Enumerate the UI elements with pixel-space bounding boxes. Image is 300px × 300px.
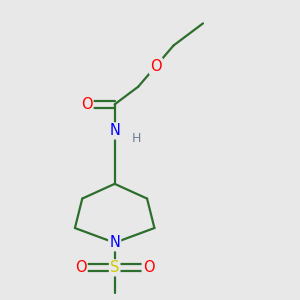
Text: O: O [81, 97, 92, 112]
Text: N: N [109, 235, 120, 250]
Text: S: S [110, 260, 119, 275]
Text: O: O [143, 260, 154, 275]
Text: O: O [150, 58, 162, 74]
Text: N: N [109, 123, 120, 138]
Text: O: O [75, 260, 87, 275]
Text: H: H [132, 132, 141, 145]
